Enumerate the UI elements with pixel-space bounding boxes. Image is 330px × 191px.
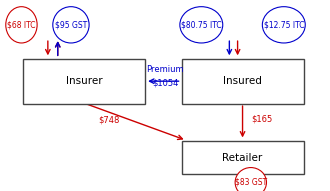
Ellipse shape	[180, 7, 223, 43]
Text: $83 GST: $83 GST	[235, 178, 267, 187]
FancyBboxPatch shape	[182, 59, 304, 104]
FancyBboxPatch shape	[23, 59, 145, 104]
Ellipse shape	[53, 7, 89, 43]
Ellipse shape	[6, 7, 37, 43]
FancyBboxPatch shape	[182, 141, 304, 174]
Text: Insurer: Insurer	[66, 76, 102, 86]
Text: Premium: Premium	[146, 65, 184, 74]
Text: $95 GST: $95 GST	[55, 20, 87, 29]
Text: $748: $748	[98, 116, 119, 125]
Ellipse shape	[262, 7, 305, 43]
Text: $165: $165	[251, 115, 272, 124]
Text: $80.75 ITC: $80.75 ITC	[181, 20, 222, 29]
Text: Insured: Insured	[223, 76, 262, 86]
Text: $12.75 ITC: $12.75 ITC	[264, 20, 304, 29]
Text: $68 ITC: $68 ITC	[7, 20, 36, 29]
Ellipse shape	[235, 168, 267, 191]
Text: $1054: $1054	[152, 79, 178, 88]
Text: Retailer: Retailer	[222, 153, 263, 163]
